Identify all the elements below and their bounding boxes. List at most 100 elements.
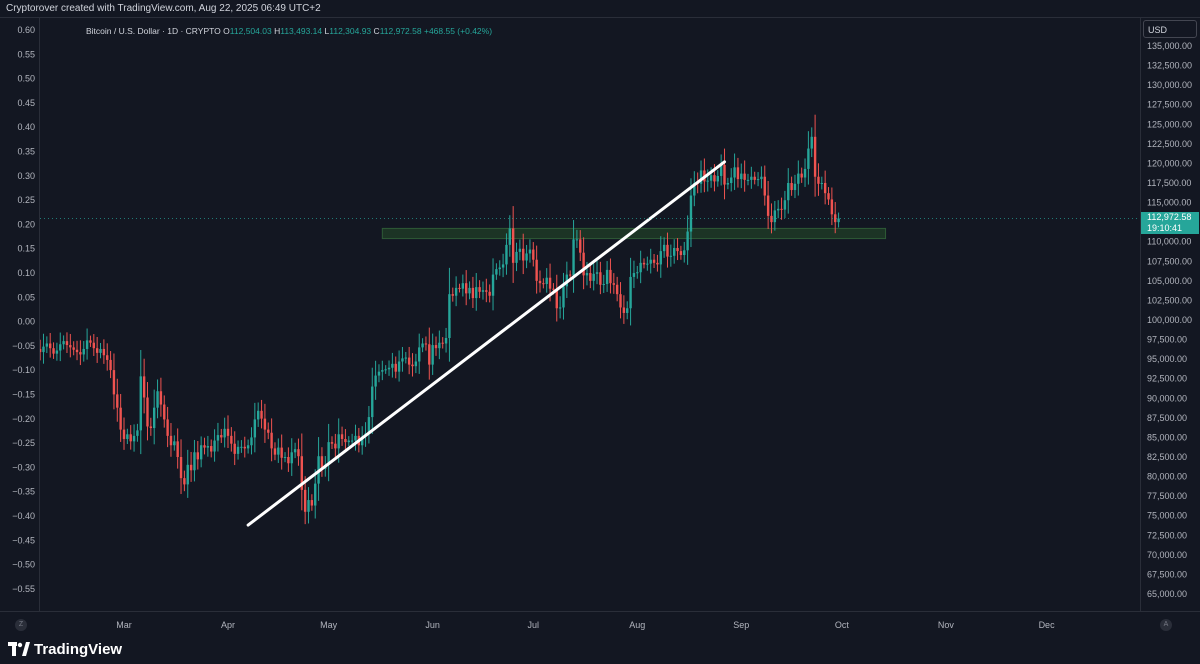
candle — [428, 327, 431, 380]
candle-body — [612, 283, 616, 285]
tradingview-logo[interactable]: TradingView — [8, 638, 122, 660]
candle-body — [793, 183, 797, 191]
left-axis-mode-button[interactable]: Z — [15, 619, 27, 631]
price-plot[interactable]: Bitcoin / U.S. Dollar · 1D · CRYPTO O112… — [15, 18, 1140, 611]
candle-body — [471, 287, 475, 299]
candle — [169, 423, 173, 457]
candle-body — [142, 376, 146, 398]
candle — [387, 360, 391, 376]
percent-tick-label: −0.05 — [12, 341, 35, 351]
candle-body — [193, 452, 196, 471]
candle — [226, 415, 230, 448]
candle — [179, 439, 183, 495]
percent-tick-label: 0.10 — [17, 268, 35, 278]
open-value: 112,504.03 — [229, 26, 272, 36]
candle-body — [270, 432, 273, 449]
candlestick-chart[interactable] — [15, 18, 1140, 611]
candle — [52, 342, 55, 359]
candle — [626, 301, 629, 320]
candle — [750, 166, 753, 189]
percent-tick-label: 0.25 — [17, 195, 35, 205]
candle — [488, 284, 491, 303]
candle-body — [827, 193, 830, 200]
candle-body — [585, 273, 589, 276]
candle-body — [790, 183, 793, 191]
candle-body — [595, 272, 599, 274]
candle — [293, 442, 297, 459]
candle — [82, 341, 85, 362]
candle-body — [152, 407, 156, 429]
candle — [693, 171, 696, 207]
candle — [612, 273, 616, 294]
candle — [256, 402, 260, 427]
candle — [800, 167, 803, 183]
candle — [495, 263, 498, 280]
candle-body — [615, 284, 619, 295]
candle — [206, 435, 210, 457]
candle — [216, 422, 220, 452]
candle-body — [381, 370, 384, 372]
left-percent-axis[interactable]: 0.60 0.55 0.50 0.45 0.40 0.35 0.30 0.25 0.20 0.15… — [0, 18, 40, 611]
candle — [79, 340, 82, 366]
time-axis[interactable]: Mar Apr May Jun Jul Aug Sep Oct Nov Dec Z A — [0, 611, 1200, 637]
candle — [126, 428, 129, 444]
candle — [95, 336, 99, 363]
candle-body — [59, 344, 62, 351]
candle — [354, 424, 357, 451]
candle — [723, 148, 726, 200]
candle-body — [713, 175, 716, 182]
currency-button[interactable]: USD — [1143, 20, 1197, 38]
auto-scale-button[interactable]: A — [1160, 619, 1172, 631]
candle — [189, 451, 193, 482]
percent-tick-label: −0.15 — [12, 390, 35, 400]
candle — [75, 340, 79, 361]
right-price-axis[interactable]: 135,000.00 132,500.00 130,000.00 127,500.00… — [1140, 18, 1200, 611]
candle-body — [233, 443, 236, 454]
high-label: H — [274, 26, 281, 36]
candle-body — [505, 244, 508, 265]
candle-body — [293, 449, 297, 453]
candle-body — [129, 434, 132, 442]
candle — [807, 131, 810, 185]
candle-body — [112, 370, 116, 395]
candle — [260, 399, 263, 429]
candle — [726, 177, 730, 190]
percent-tick-label: −0.55 — [12, 584, 35, 594]
candle — [454, 276, 458, 307]
candle-body — [411, 364, 414, 367]
chart-frame[interactable]: 0.60 0.55 0.50 0.45 0.40 0.35 0.30 0.25 0.20 0.15… — [0, 17, 1200, 637]
candle-body — [307, 500, 310, 512]
candle-body — [495, 269, 498, 275]
candle-body — [817, 176, 820, 184]
candle-body — [176, 441, 179, 457]
candle-body — [780, 208, 783, 210]
candle-body — [568, 274, 572, 276]
candle — [377, 364, 381, 383]
candle-body — [45, 343, 49, 347]
price-tick-label: 87,500.00 — [1147, 413, 1187, 423]
candle-body — [837, 218, 840, 223]
candle-body — [95, 348, 99, 353]
candle — [827, 187, 830, 205]
candle-body — [431, 345, 434, 365]
candle-body — [760, 176, 763, 180]
candle-body — [72, 347, 75, 350]
candle-body — [186, 464, 189, 485]
candle-body — [689, 195, 693, 232]
price-tick-label: 85,000.00 — [1147, 432, 1187, 442]
candle — [615, 276, 619, 302]
candle — [367, 405, 371, 444]
candle-body — [548, 277, 552, 289]
candle-body — [116, 394, 119, 408]
candle-body — [139, 376, 142, 431]
candle — [605, 261, 609, 292]
price-tick-label: 107,500.00 — [1147, 256, 1192, 266]
price-tick-label: 72,500.00 — [1147, 530, 1187, 540]
candle — [464, 270, 468, 306]
candle-body — [766, 195, 770, 216]
candle-body — [820, 183, 824, 184]
candle-body — [622, 307, 626, 313]
candle-body — [464, 283, 468, 294]
candle-body — [726, 183, 730, 185]
candle — [636, 265, 639, 279]
